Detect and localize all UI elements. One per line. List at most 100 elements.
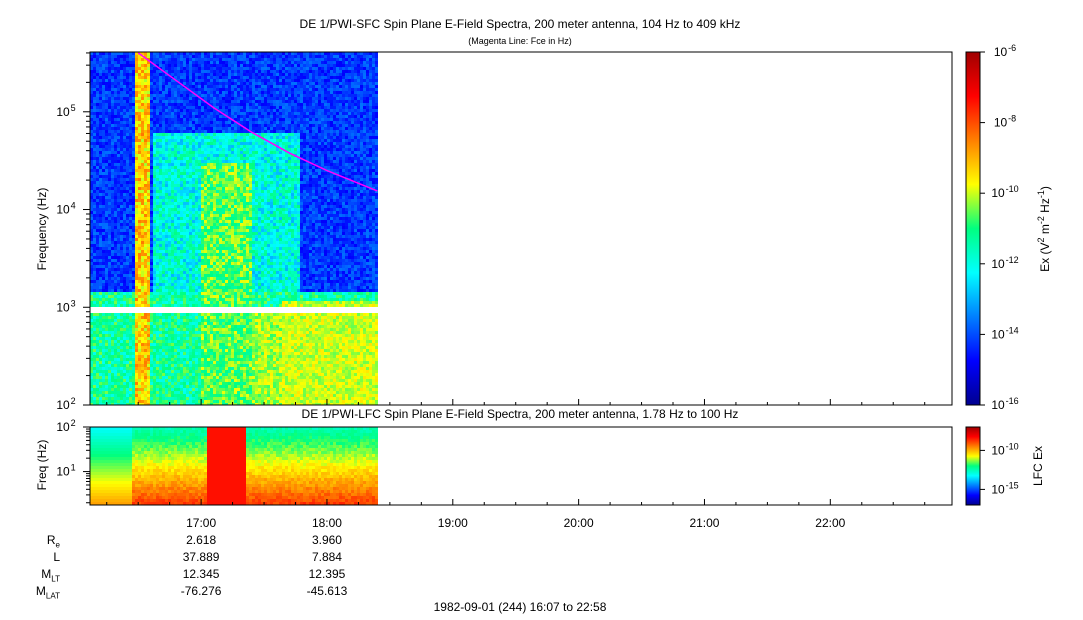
sfc-spectrogram-cell [123,208,126,211]
sfc-spectrogram-cell [210,217,213,220]
sfc-spectrogram-cell [162,52,165,55]
sfc-spectrogram-cell [171,355,174,358]
sfc-spectrogram-cell [144,247,147,250]
sfc-spectrogram-cell [90,241,93,244]
sfc-spectrogram-cell [216,91,219,94]
sfc-spectrogram-cell [195,304,198,307]
sfc-spectrogram-cell [111,274,114,277]
sfc-spectrogram-cell [201,196,204,199]
sfc-spectrogram-cell [123,211,126,214]
sfc-spectrogram-cell [108,394,111,397]
sfc-spectrogram-cell [123,328,126,331]
sfc-spectrogram-cell [102,325,105,328]
sfc-spectrogram-cell [105,118,108,121]
sfc-spectrogram-cell [180,304,183,307]
sfc-spectrogram-cell [189,367,192,370]
sfc-spectrogram-cell [210,148,213,151]
sfc-spectrogram-cell [135,301,138,304]
sfc-spectrogram-cell [207,241,210,244]
sfc-spectrogram-cell [210,295,213,298]
sfc-spectrogram-cell [138,229,141,232]
sfc-spectrogram-cell [198,73,201,76]
sfc-spectrogram-cell [120,100,123,103]
sfc-spectrogram-cell [153,301,156,304]
sfc-spectrogram-cell [132,367,135,370]
sfc-spectrogram-cell [156,403,159,405]
sfc-spectrogram-cell [204,181,207,184]
sfc-spectrogram-cell [189,238,192,241]
sfc-spectrogram-cell [186,223,189,226]
sfc-spectrogram-cell [156,124,159,127]
sfc-spectrogram-cell [135,376,138,379]
sfc-spectrogram-cell [204,271,207,274]
sfc-spectrogram-cell [192,211,195,214]
sfc-spectrogram-cell [129,229,132,232]
sfc-spectrogram-cell [180,157,183,160]
sfc-spectrogram-cell [192,241,195,244]
sfc-spectrogram-cell [186,160,189,163]
sfc-spectrogram-cell [147,91,150,94]
sfc-spectrogram-cell [195,55,198,58]
sfc-spectrogram-cell [129,193,132,196]
sfc-spectrogram-cell [174,376,177,379]
sfc-spectrogram-cell [183,352,186,355]
sfc-spectrogram-cell [150,199,153,202]
sfc-spectrogram-cell [147,376,150,379]
sfc-spectrogram-cell [129,391,132,394]
sfc-spectrogram-cell [129,97,132,100]
sfc-spectrogram-cell [201,130,204,133]
sfc-spectrogram-cell [192,118,195,121]
sfc-spectrogram-cell [138,217,141,220]
sfc-spectrogram-cell [216,178,219,181]
sfc-spectrogram-cell [195,70,198,73]
sfc-spectrogram-cell [147,346,150,349]
sfc-spectrogram-cell [198,286,201,289]
sfc-spectrogram-cell [156,244,159,247]
sfc-spectrogram-cell [132,100,135,103]
sfc-spectrogram-cell [168,67,171,70]
sfc-spectrogram-cell [114,331,117,334]
sfc-spectrogram-cell [210,151,213,154]
sfc-spectrogram-cell [102,397,105,400]
sfc-spectrogram-cell [153,97,156,100]
sfc-spectrogram-cell [123,169,126,172]
sfc-spectrogram-cell [135,298,138,301]
sfc-spectrogram-cell [114,268,117,271]
sfc-spectrogram-cell [180,367,183,370]
sfc-spectrogram-cell [129,355,132,358]
sfc-spectrogram-cell [93,187,96,190]
sfc-spectrogram-cell [156,325,159,328]
sfc-spectrogram-cell [168,376,171,379]
sfc-spectrogram-cell [213,370,216,373]
sfc-spectrogram-cell [147,379,150,382]
sfc-spectrogram-cell [93,73,96,76]
sfc-spectrogram-cell [183,364,186,367]
sfc-spectrogram-cell [189,205,192,208]
sfc-spectrogram-cell [99,157,102,160]
sfc-spectrogram-cell [207,172,210,175]
sfc-spectrogram-cell [162,244,165,247]
sfc-spectrogram-cell [183,355,186,358]
sfc-spectrogram-cell [126,301,129,304]
sfc-spectrogram-cell [216,328,219,331]
sfc-spectrogram-cell [90,376,93,379]
sfc-spectrogram-cell [105,358,108,361]
sfc-spectrogram-cell [96,226,99,229]
sfc-spectrogram-cell [144,223,147,226]
sfc-spectrogram-cell [198,181,201,184]
sfc-spectrogram-cell [141,328,144,331]
sfc-spectrogram-cell [153,286,156,289]
sfc-spectrogram-cell [114,202,117,205]
sfc-spectrogram-cell [138,373,141,376]
sfc-spectrogram-cell [198,160,201,163]
sfc-spectrogram-cell [138,67,141,70]
sfc-spectrogram-cell [120,283,123,286]
sfc-spectrogram-cell [192,202,195,205]
sfc-spectrogram-cell [117,334,120,337]
sfc-spectrogram-cell [165,52,168,55]
sfc-spectrogram-cell [99,202,102,205]
sfc-spectrogram-cell [177,289,180,292]
sfc-spectrogram-cell [114,340,117,343]
sfc-spectrogram-cell [144,112,147,115]
sfc-spectrogram-cell [198,232,201,235]
